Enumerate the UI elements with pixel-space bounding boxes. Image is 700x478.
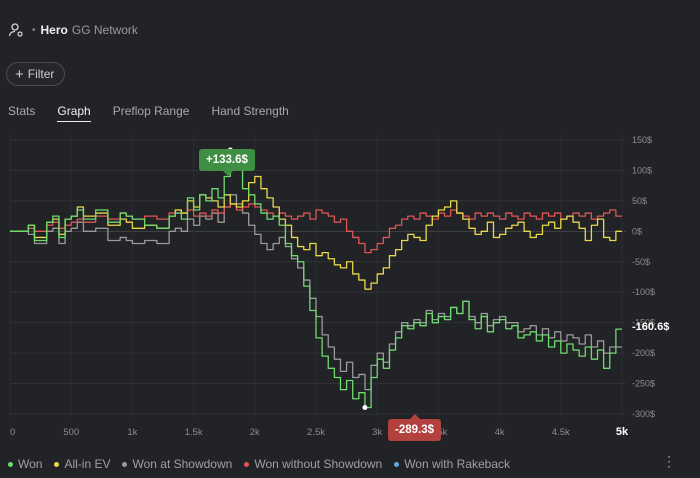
series-line-won-without-showdown bbox=[10, 203, 622, 254]
legend-swatch bbox=[122, 461, 128, 467]
header-separator: • bbox=[32, 24, 36, 36]
legend-swatch bbox=[244, 461, 250, 467]
legend-label: Won bbox=[18, 457, 43, 471]
legend-won-at-showdown[interactable]: Won at Showdown bbox=[122, 457, 232, 471]
max-marker-label: +133.6$ bbox=[199, 149, 255, 176]
min-marker-label: -289.3$ bbox=[388, 414, 442, 441]
tab-stats[interactable]: Stats bbox=[8, 104, 36, 118]
legend-label: All-in EV bbox=[64, 457, 111, 471]
player-header: • Hero GG Network bbox=[8, 20, 138, 40]
filter-label: Filter bbox=[27, 67, 55, 81]
y-tick-label: -100$ bbox=[632, 287, 655, 297]
y-tick-label: -50$ bbox=[632, 257, 650, 267]
y-tick-label: -150$ bbox=[632, 318, 655, 328]
x-tick-label: 4.5k bbox=[552, 427, 570, 438]
x-tick-label: 500 bbox=[63, 427, 79, 438]
x-tick-label: 1.5k bbox=[185, 427, 203, 438]
x-tick-label: 0 bbox=[10, 427, 15, 438]
x-tick-label: 2.5k bbox=[307, 427, 325, 438]
legend-won[interactable]: Won bbox=[8, 457, 42, 471]
x-tick-label: 3k bbox=[372, 427, 382, 438]
user-settings-icon[interactable] bbox=[8, 22, 24, 38]
y-tick-label: -250$ bbox=[632, 379, 655, 389]
y-tick-label: 0$ bbox=[632, 226, 642, 236]
tab-preflop-range[interactable]: Preflop Range bbox=[112, 104, 190, 118]
x-tick-label: 4k bbox=[495, 427, 505, 438]
legend-won-without-showdown[interactable]: Won without Showdown bbox=[244, 457, 382, 471]
legend-swatch bbox=[54, 461, 60, 467]
player-name[interactable]: Hero bbox=[40, 23, 68, 37]
y-tick-label: -200$ bbox=[632, 348, 655, 358]
more-options-icon[interactable]: ⋮ bbox=[662, 453, 676, 469]
chart-legend: Won All-in EV Won at Showdown Won withou… bbox=[8, 457, 522, 471]
legend-label: Won at Showdown bbox=[132, 457, 233, 471]
y-tick-label: 50$ bbox=[632, 196, 647, 206]
legend-won-with-rakeback[interactable]: Won with Rakeback bbox=[394, 457, 510, 471]
tab-bar: Stats Graph Preflop Range Hand Strength bbox=[8, 104, 311, 122]
legend-label: Won with Rakeback bbox=[404, 457, 511, 471]
y-tick-label: 100$ bbox=[632, 165, 652, 175]
final-value-label: -160.6$ bbox=[632, 321, 670, 333]
legend-all-in-ev[interactable]: All-in EV bbox=[54, 457, 110, 471]
y-tick-label: -300$ bbox=[632, 409, 655, 419]
tab-graph[interactable]: Graph bbox=[57, 104, 91, 122]
legend-swatch bbox=[8, 461, 13, 467]
x-tick-label: 2k bbox=[250, 427, 260, 438]
plus-icon: + bbox=[15, 65, 24, 83]
x-tick-label: 1k bbox=[127, 427, 137, 438]
network-name: GG Network bbox=[71, 23, 138, 37]
legend-label: Won without Showdown bbox=[254, 457, 383, 471]
legend-swatch bbox=[394, 461, 400, 467]
annotation-point bbox=[362, 404, 368, 410]
x-tick-label: 5k bbox=[616, 426, 629, 438]
series-line-won bbox=[10, 149, 622, 409]
y-tick-label: 150$ bbox=[632, 135, 652, 145]
tab-hand-strength[interactable]: Hand Strength bbox=[211, 104, 289, 118]
filter-button[interactable]: + Filter bbox=[6, 62, 66, 86]
series-line-won-at-showdown bbox=[10, 194, 622, 391]
winnings-graph[interactable]: 150$ 100$ 50$ 0$ -50$ -100$ -150$ -200$ -250$ -30… bbox=[0, 128, 700, 446]
